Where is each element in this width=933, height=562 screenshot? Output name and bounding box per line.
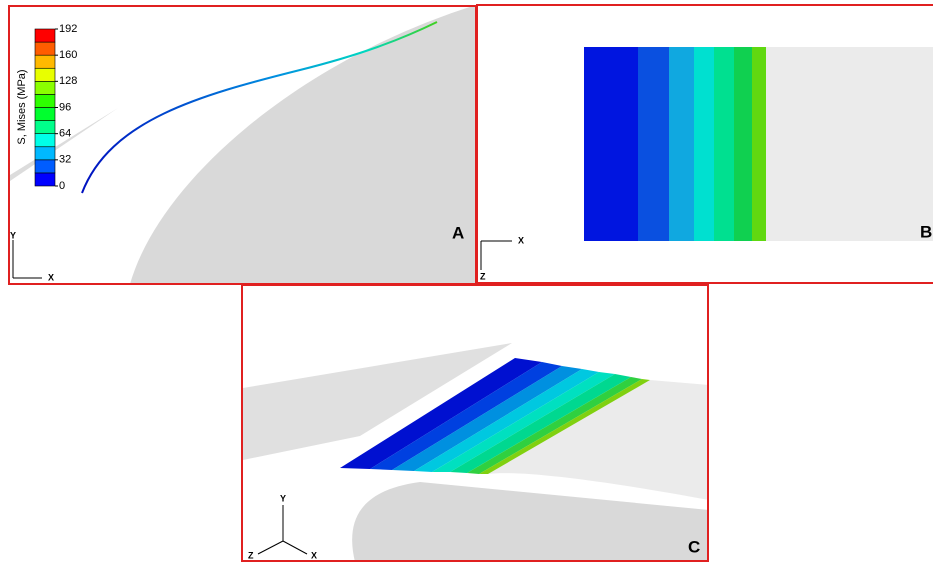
band [752,47,766,241]
axis-label: X [311,550,317,560]
panel-a: 0 32 64 96 128 160 192 S, Mises (MPa) Y X A [9,5,476,284]
band [694,47,714,241]
surface [766,47,933,241]
legend-band [35,108,55,121]
axis-label: X [518,235,524,245]
axis-line [283,541,307,554]
legend-band [35,160,55,173]
legend-tick-label: 0 [59,180,65,192]
panel-label: A [452,223,464,242]
legend-tick-label: 32 [59,154,71,166]
axis-label: Z [480,271,486,281]
panel-label: B [920,222,932,241]
panel-c: Y Z X C [242,285,709,562]
legend: 0 32 64 96 128 160 192 [35,23,77,192]
band [584,47,638,241]
legend-tick-label: 192 [59,23,77,35]
surface [130,5,476,284]
panel-b: X Z B [477,5,933,283]
band [714,47,734,241]
axis-label: Z [248,550,254,560]
legend-band [35,147,55,160]
legend-band [35,68,55,81]
legend-tick-label: 96 [59,101,71,113]
legend-tick-label: 160 [59,49,77,61]
axis-line [258,541,283,554]
legend-band [35,42,55,55]
axis-label: Y [280,493,286,503]
band [734,47,752,241]
legend-band [35,94,55,107]
band [669,47,694,241]
axis-label: Y [10,230,16,240]
legend-band [35,121,55,134]
legend-band [35,29,55,42]
legend-tick-label: 128 [59,75,77,87]
panel-label: C [688,537,700,556]
legend-band [35,81,55,94]
legend-band [35,134,55,147]
legend-band [35,173,55,186]
figure: 0 32 64 96 128 160 192 S, Mises (MPa) Y X A X … [0,0,933,562]
legend-band [35,55,55,68]
legend-title: S, Mises (MPa) [16,69,28,144]
legend-tick-label: 64 [59,128,71,140]
band [638,47,669,241]
surface [352,482,709,562]
axis-label: X [48,272,54,282]
